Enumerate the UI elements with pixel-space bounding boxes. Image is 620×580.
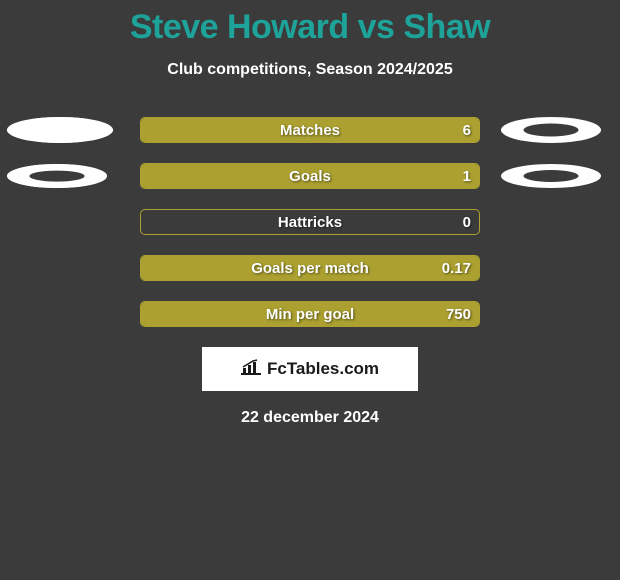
stat-label: Goals [141,164,479,189]
stats-table: Matches6Goals1Hattricks0Goals per match0… [0,117,620,327]
stat-row: Hattricks0 [0,209,620,235]
stat-bar: Goals per match0.17 [140,255,480,281]
stat-value: 0.17 [442,256,471,281]
stat-label: Matches [141,118,479,143]
stat-bar: Hattricks0 [140,209,480,235]
stat-label: Min per goal [141,302,479,327]
stat-label: Goals per match [141,256,479,281]
stat-row: Matches6 [0,117,620,143]
stat-row: Goals per match0.17 [0,255,620,281]
stat-value: 1 [463,164,471,189]
stat-value: 750 [446,302,471,327]
stat-value: 0 [463,210,471,235]
subtitle: Club competitions, Season 2024/2025 [0,61,620,79]
stat-bar: Min per goal750 [140,301,480,327]
stat-bar: Goals1 [140,163,480,189]
stat-row: Goals1 [0,163,620,189]
ellipse-left [7,117,113,143]
stat-bar: Matches6 [140,117,480,143]
ellipse-left [7,164,107,188]
page-title: Steve Howard vs Shaw [0,0,620,47]
logo-text: FcTables.com [267,359,379,379]
stat-row: Min per goal750 [0,301,620,327]
ellipse-right [501,117,601,143]
ellipse-right [501,164,601,188]
stat-value: 6 [463,118,471,143]
logo-box: FcTables.com [202,347,418,391]
date-label: 22 december 2024 [0,409,620,427]
stat-label: Hattricks [141,210,479,235]
chart-icon [241,359,261,380]
